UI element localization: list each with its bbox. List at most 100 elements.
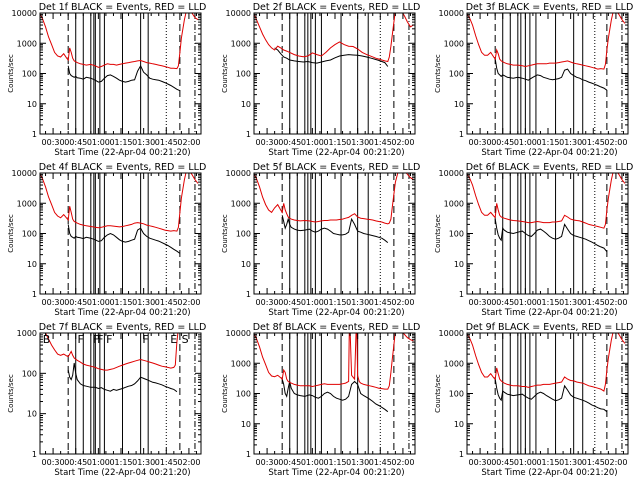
y-tick-label: 1: [246, 290, 251, 299]
x-tick-label: 01:00: [301, 458, 324, 467]
y-tick-label: 10: [27, 410, 37, 419]
x-axis-label: Start Time (22-Apr-04 00:21:20): [54, 308, 190, 318]
x-axis-label: Start Time (22-Apr-04 00:21:20): [481, 148, 617, 158]
y-tick-label: 1: [459, 130, 464, 139]
panel-det-1: Det 1f BLACK = Events, RED = LLD 1 10 100 10…: [7, 2, 206, 158]
x-tick-label: 01:30: [346, 298, 369, 307]
panel-det-8: Det 8f BLACK = Events, RED = LLD 1 10 100 10…: [221, 322, 420, 478]
x-tick-label: 00:30: [256, 298, 279, 307]
y-tick-label: 1000: [444, 359, 464, 368]
x-tick-label: 02:00: [177, 458, 200, 467]
x-tick-label: 01:15: [109, 138, 132, 147]
y-tick-label: 100: [22, 70, 37, 79]
y-axis-label: Counts/sec: [221, 54, 229, 93]
series-events-line: [67, 362, 178, 393]
x-tick-label: 01:00: [87, 298, 110, 307]
series-events-line: [281, 215, 389, 243]
y-axis-label: Counts/sec: [434, 374, 442, 413]
event-marker-label: F: [106, 333, 112, 346]
y-tick-label: 10000: [226, 329, 251, 338]
x-tick-label: 00:45: [278, 298, 301, 307]
x-tick-label: 01:30: [559, 138, 582, 147]
panel-title: Det 5f BLACK = Events, RED = LLD: [253, 162, 421, 173]
x-tick-label: 01:45: [582, 458, 605, 467]
event-lines: [494, 13, 623, 134]
x-axis-label: Start Time (22-Apr-04 00:21:20): [268, 148, 404, 158]
event-marker-label: F: [93, 333, 99, 346]
event-lines: [281, 333, 410, 454]
y-tick-label: 1: [32, 130, 37, 139]
x-tick-label: 00:30: [42, 298, 65, 307]
y-tick-label: 1000: [231, 359, 251, 368]
series-lld-line: [40, 173, 199, 232]
plot-frame: [39, 332, 202, 455]
y-tick-label: 1: [32, 290, 37, 299]
x-tick-label: 01:00: [514, 298, 537, 307]
y-axis-label: Counts/sec: [221, 214, 229, 253]
plot-frame: [253, 332, 416, 455]
event-marker-label: F: [142, 333, 148, 346]
panel-title: Det 7f BLACK = Events, RED = LLD: [39, 322, 207, 333]
plot-frame: [466, 332, 629, 455]
x-tick-label: 01:15: [323, 458, 346, 467]
x-tick-label: 01:45: [369, 298, 392, 307]
x-tick-label: 02:00: [391, 298, 414, 307]
y-tick-label: 1000: [231, 39, 251, 48]
y-tick-label: 100: [22, 230, 37, 239]
x-tick-label: 00:45: [278, 138, 301, 147]
x-tick-label: 01:00: [301, 138, 324, 147]
x-tick-label: 00:30: [469, 138, 492, 147]
y-tick-label: 10000: [226, 9, 251, 18]
x-tick-label: 00:45: [491, 298, 514, 307]
series-lld-line: [254, 173, 414, 225]
y-tick-label: 10000: [439, 9, 464, 18]
x-tick-label: 00:45: [491, 458, 514, 467]
y-tick-label: 100: [236, 70, 251, 79]
y-tick-label: 1000: [444, 199, 464, 208]
series-lld-line: [254, 13, 414, 63]
y-tick-label: 1000: [231, 199, 251, 208]
y-tick-label: 100: [449, 390, 464, 399]
plot-frame: [39, 12, 202, 135]
y-tick-label: 10: [454, 420, 464, 429]
y-axis-label: Counts/sec: [221, 374, 229, 413]
plot-frame: [466, 172, 629, 295]
x-axis-label: Start Time (22-Apr-04 00:21:20): [481, 308, 617, 318]
x-tick-label: 00:45: [491, 138, 514, 147]
x-tick-label: 00:30: [256, 138, 279, 147]
x-tick-label: 02:00: [177, 138, 200, 147]
x-tick-label: 00:30: [42, 138, 65, 147]
panel-title: Det 2f BLACK = Events, RED = LLD: [253, 2, 421, 13]
x-tick-label: 01:15: [323, 138, 346, 147]
x-tick-label: 01:30: [559, 298, 582, 307]
x-tick-label: 00:30: [469, 458, 492, 467]
y-tick-label: 100: [449, 230, 464, 239]
y-tick-label: 100: [236, 230, 251, 239]
x-tick-label: 01:00: [514, 138, 537, 147]
x-tick-label: 00:30: [256, 458, 279, 467]
event-lines: [494, 173, 623, 294]
y-tick-label: 1000: [17, 39, 37, 48]
x-tick-label: 01:30: [559, 458, 582, 467]
event-marker-label: F: [77, 333, 83, 346]
series-lld-line: [44, 333, 179, 371]
panel-det-3: Det 3f BLACK = Events, RED = LLD 1 10 100 10…: [434, 2, 633, 158]
y-tick-label: 100: [449, 70, 464, 79]
series-lld-line: [467, 173, 626, 229]
y-tick-label: 10: [454, 260, 464, 269]
x-tick-label: 01:30: [346, 138, 369, 147]
x-tick-label: 01:45: [155, 458, 178, 467]
y-tick-label: 10000: [439, 329, 464, 338]
x-tick-label: 01:30: [132, 458, 155, 467]
y-axis-label: Counts/sec: [7, 374, 15, 413]
y-axis-label: Counts/sec: [7, 214, 15, 253]
y-tick-label: 1: [32, 450, 37, 459]
event-lines: [67, 173, 196, 294]
panel-det-9: Det 9f BLACK = Events, RED = LLD 1 10 100 10…: [434, 322, 633, 478]
y-tick-label: 10: [241, 100, 251, 109]
series-lld-line: [467, 13, 626, 70]
x-tick-label: 00:30: [469, 298, 492, 307]
event-marker-label: B: [43, 333, 51, 346]
panel-title: Det 6f BLACK = Events, RED = LLD: [466, 162, 634, 173]
